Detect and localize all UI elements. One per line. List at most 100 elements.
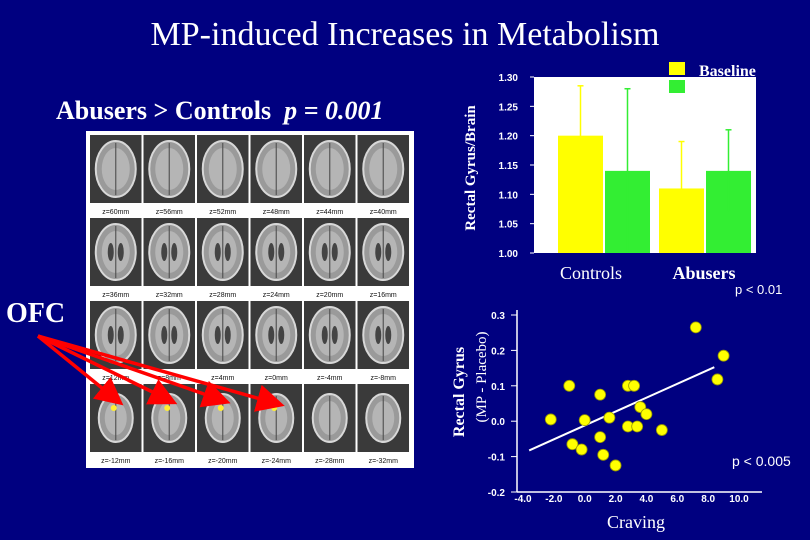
brain-slice: z=48mm bbox=[250, 135, 302, 216]
ofc-arrow bbox=[37, 334, 178, 405]
bar-chart: 1.00 1.05 1.10 1.15 1.20 1.25 1.30 Rectal Gyru… bbox=[463, 62, 782, 297]
scatter-x-tick-label: -4.0 bbox=[514, 494, 532, 505]
scatter-points bbox=[528, 321, 730, 472]
scatter-point bbox=[689, 321, 702, 334]
scatter-point bbox=[578, 414, 591, 427]
scatter-y-axis-label-2: (MP - Placebo) bbox=[474, 331, 490, 422]
bar-y-tick-label: 1.10 bbox=[499, 190, 519, 201]
scatter-x-tick-label: 6.0 bbox=[670, 494, 684, 505]
brain-slice: z=0mm bbox=[250, 301, 302, 382]
scatter-regression-line bbox=[528, 366, 715, 452]
scatter-point bbox=[603, 411, 616, 424]
brain-slice: z=-32mm bbox=[357, 384, 409, 465]
scatter-point bbox=[594, 388, 607, 401]
legend-swatch-mp bbox=[669, 80, 685, 93]
scatter-y-tick-label: 0.3 bbox=[491, 311, 505, 322]
ofc-arrow bbox=[37, 334, 231, 408]
scatter-y-tick-label: 0.0 bbox=[491, 417, 505, 428]
brain-slice: z=20mm bbox=[304, 218, 356, 299]
legend-swatch-baseline bbox=[669, 62, 685, 75]
slice-z-label: z=-20mm bbox=[208, 458, 238, 465]
comparison-text: Abusers > Controls bbox=[56, 96, 272, 125]
brain-slice: z=28mm bbox=[197, 218, 249, 299]
scatter-point bbox=[717, 349, 730, 362]
ofc-activation-spot bbox=[164, 405, 171, 411]
scatter-point bbox=[609, 459, 622, 472]
comparison-subtitle: Abusers > Controls p = 0.001 bbox=[56, 96, 383, 126]
scatter-y-ticks: -0.2 -0.1 0.0 0.1 0.2 0.3 bbox=[488, 311, 517, 499]
brain-slice: z=40mm bbox=[357, 135, 409, 216]
brain-slice: z=-4mm bbox=[304, 301, 356, 382]
bar-category-controls: Controls bbox=[560, 263, 622, 283]
slide-title: MP-induced Increases in Metabolism bbox=[150, 16, 660, 53]
scatter-point bbox=[631, 420, 644, 433]
bar-y-tick-label: 1.00 bbox=[499, 249, 519, 260]
bar-p-value: p < 0.01 bbox=[735, 282, 782, 297]
bar-y-axis-label: Rectal Gyrus/Brain bbox=[463, 105, 479, 231]
scatter-point bbox=[640, 408, 653, 421]
slice-z-label: z=44mm bbox=[316, 209, 343, 216]
scatter-y-tick-label: 0.1 bbox=[491, 382, 505, 393]
brain-slice: z=12mm bbox=[90, 301, 142, 382]
scatter-point bbox=[597, 448, 610, 461]
scatter-y-tick-label: -0.1 bbox=[488, 453, 506, 464]
brain-slice: z=16mm bbox=[357, 218, 409, 299]
scatter-point bbox=[711, 373, 724, 386]
slice-z-label: z=-24mm bbox=[262, 458, 292, 465]
legend-label-baseline: Baseline bbox=[699, 63, 756, 80]
slice-z-label: z=24mm bbox=[263, 292, 290, 299]
slice-z-label: z=20mm bbox=[316, 292, 343, 299]
slice-z-label: z=36mm bbox=[102, 292, 129, 299]
slice-z-label: z=-32mm bbox=[369, 458, 399, 465]
slice-z-label: z=-8mm bbox=[371, 375, 397, 382]
scatter-x-tick-label: -2.0 bbox=[545, 494, 563, 505]
brain-slice: z=24mm bbox=[250, 218, 302, 299]
brain-slice: z=-8mm bbox=[357, 301, 409, 382]
ofc-arrow bbox=[36, 334, 124, 406]
brain-slice: z=4mm bbox=[197, 301, 249, 382]
scatter-x-axis-label: Craving bbox=[607, 512, 665, 532]
slice-z-label: z=4mm bbox=[211, 375, 234, 382]
slice-z-label: z=-16mm bbox=[155, 458, 185, 465]
scatter-p-value: p < 0.005 bbox=[732, 453, 791, 469]
bar-y-tick-label: 1.15 bbox=[499, 161, 519, 172]
brain-slice-grid: z=60mm z=56mm z=52mm z=48mm z=44mm z=40mm z=36… bbox=[90, 135, 409, 465]
scatter-point bbox=[655, 424, 668, 436]
brain-slice: z=-28mm bbox=[304, 384, 356, 465]
brain-slice: z=44mm bbox=[304, 135, 356, 216]
scatter-y-tick-label: -0.2 bbox=[488, 488, 506, 499]
scatter-chart: -0.2 -0.1 0.0 0.1 0.2 0.3 -4.0 -2.0 0.0 2.0 4.0 6.… bbox=[451, 310, 791, 532]
ofc-label: OFC bbox=[6, 298, 66, 329]
ofc-activation-spot bbox=[110, 405, 117, 411]
slice-z-label: z=16mm bbox=[370, 292, 397, 299]
scatter-y-tick-label: 0.2 bbox=[491, 346, 505, 357]
brain-slice-panel: z=60mm z=56mm z=52mm z=48mm z=44mm z=40mm z=36… bbox=[86, 131, 414, 468]
comparison-p-value: p = 0.001 bbox=[284, 96, 384, 125]
slice-z-label: z=32mm bbox=[156, 292, 183, 299]
scatter-point bbox=[566, 438, 579, 451]
brain-slice: z=32mm bbox=[143, 218, 195, 299]
brain-slice: z=52mm bbox=[197, 135, 249, 216]
scatter-point bbox=[628, 379, 640, 392]
bar-y-tick-label: 1.30 bbox=[499, 73, 519, 84]
bar-y-ticks: 1.00 1.05 1.10 1.15 1.20 1.25 1.30 bbox=[499, 73, 534, 260]
bar-y-tick-label: 1.05 bbox=[499, 220, 519, 231]
slice-z-label: z=48mm bbox=[263, 209, 290, 216]
slice-z-label: z=40mm bbox=[370, 209, 397, 216]
scatter-x-tick-label: 0.0 bbox=[578, 494, 592, 505]
scatter-x-tick-label: 10.0 bbox=[729, 494, 749, 505]
slice-z-label: z=8mm bbox=[158, 375, 181, 382]
bar-marks bbox=[558, 85, 751, 253]
scatter-x-tick-label: 4.0 bbox=[639, 494, 653, 505]
slice-z-label: z=28mm bbox=[209, 292, 236, 299]
ofc-arrows bbox=[36, 334, 285, 412]
scatter-point bbox=[594, 431, 607, 444]
slice-z-label: z=-12mm bbox=[101, 458, 131, 465]
scatter-point bbox=[575, 443, 588, 456]
scatter-point bbox=[544, 413, 557, 426]
scatter-point bbox=[563, 379, 576, 392]
slice-z-label: z=52mm bbox=[209, 209, 236, 216]
brain-slice: z=56mm bbox=[143, 135, 195, 216]
slice-z-label: z=-28mm bbox=[315, 458, 345, 465]
slice-z-label: z=60mm bbox=[102, 209, 129, 216]
